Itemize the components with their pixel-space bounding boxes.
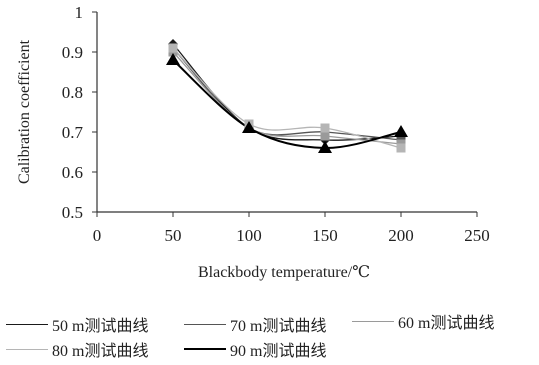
x-tick-label: 100 bbox=[236, 226, 262, 245]
data-point-s4-1 bbox=[242, 121, 256, 133]
y-tick-label: 0.6 bbox=[62, 163, 83, 182]
x-axis-title: Blackbody temperature/℃ bbox=[198, 264, 370, 281]
data-point-s2-2 bbox=[320, 131, 330, 141]
data-point-s3-0 bbox=[168, 43, 178, 53]
x-tick-label: 150 bbox=[312, 226, 338, 245]
y-tick-label: 0.9 bbox=[62, 43, 83, 62]
x-tick-label: 50 bbox=[165, 226, 182, 245]
data-point-s4-2 bbox=[318, 141, 332, 153]
axes bbox=[92, 11, 478, 217]
series-lines bbox=[172, 43, 402, 150]
y-tick-label: 1 bbox=[75, 3, 84, 22]
series-markers bbox=[166, 39, 408, 153]
y-axis-title: Calibration coefficient bbox=[16, 39, 33, 184]
x-tick-label: 0 bbox=[93, 226, 102, 245]
series-line-2 bbox=[172, 51, 402, 145]
data-point-s4-0 bbox=[166, 53, 180, 65]
y-tick-label: 0.5 bbox=[62, 203, 83, 222]
data-point-s3-2 bbox=[320, 123, 330, 133]
series-line-4 bbox=[172, 59, 402, 150]
data-point-s3-3 bbox=[396, 143, 406, 153]
series-line-3 bbox=[172, 47, 402, 149]
data-point-s4-3 bbox=[394, 125, 408, 137]
x-tick-label: 200 bbox=[388, 226, 414, 245]
y-tick-label: 0.7 bbox=[62, 123, 84, 142]
series-line-1 bbox=[172, 47, 402, 141]
tick-labels: 0 50 100 150 200 250 0.5 0.6 0.7 0.8 0.9 1 bbox=[62, 3, 490, 245]
y-tick-label: 0.8 bbox=[62, 83, 83, 102]
x-tick-label: 250 bbox=[464, 226, 490, 245]
